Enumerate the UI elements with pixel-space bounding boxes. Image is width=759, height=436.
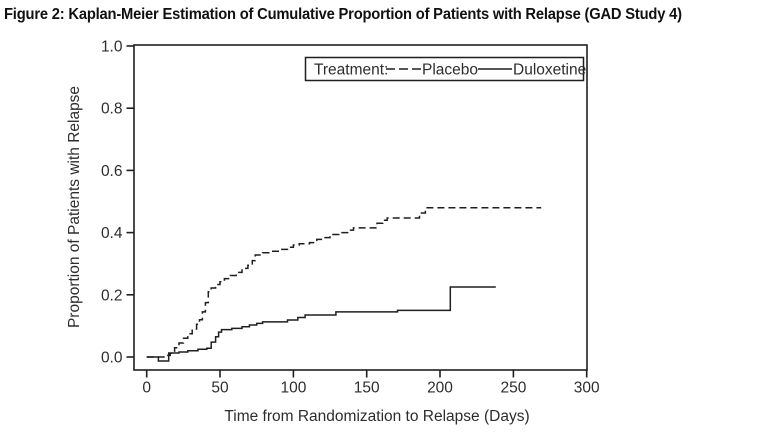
legend: Treatment: Placebo Duloxetine [304,56,586,82]
x-tick-label: 150 [354,380,380,397]
x-tick-label: 250 [500,380,526,397]
duloxetine-km-curve [146,286,496,362]
y-axis-ticks: 0.0 0.2 0.4 0.6 0.8 1.0 [101,39,134,367]
x-tick-label: 100 [280,380,306,397]
figure-title: Figure 2: Kaplan-Meier Estimation of Cum… [4,6,682,23]
x-tick-label: 200 [427,380,453,397]
placebo-km-curve [146,206,542,358]
y-tick-label: 0.2 [101,287,123,304]
y-tick-label: 0.4 [101,225,123,242]
y-axis-title: Proportion of Patients with Relapse [66,86,83,328]
y-tick-label: 0.0 [101,350,123,367]
y-tick-label: 0.6 [101,163,123,180]
legend-title: Treatment: [314,62,388,79]
x-tick-label: 0 [142,380,151,397]
km-curves [146,206,542,362]
legend-label-duloxetine: Duloxetine [513,62,586,79]
plot-area-border [133,44,588,371]
legend-box [304,56,585,82]
y-tick-label: 0.8 [101,101,123,118]
x-axis-ticks: 0 50 100 150 200 250 300 [142,370,600,397]
y-tick-label: 1.0 [101,39,123,56]
legend-label-placebo: Placebo [422,62,478,79]
x-tick-label: 50 [211,380,229,397]
x-tick-label: 300 [574,380,600,397]
x-axis-title: Time from Randomization to Relapse (Days… [224,408,529,425]
